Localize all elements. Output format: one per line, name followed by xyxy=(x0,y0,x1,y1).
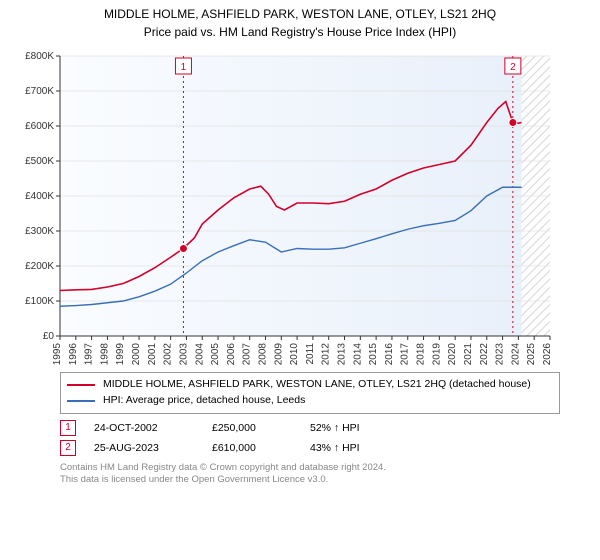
svg-text:£400K: £400K xyxy=(25,191,54,202)
sale-hpi: 43% ↑ HPI xyxy=(310,442,360,454)
svg-text:2009: 2009 xyxy=(273,343,284,366)
svg-text:2000: 2000 xyxy=(131,343,142,366)
svg-text:2023: 2023 xyxy=(495,343,506,366)
svg-text:2005: 2005 xyxy=(210,343,221,366)
sale-badge: 2 xyxy=(60,440,76,456)
svg-text:2002: 2002 xyxy=(163,343,174,366)
sale-date: 25-AUG-2023 xyxy=(94,442,194,454)
svg-text:£100K: £100K xyxy=(25,296,54,307)
svg-text:2026: 2026 xyxy=(542,343,553,366)
svg-text:1998: 1998 xyxy=(99,343,110,366)
sale-row: 2 25-AUG-2023 £610,000 43% ↑ HPI xyxy=(60,440,560,456)
svg-text:2018: 2018 xyxy=(416,343,427,366)
svg-text:1999: 1999 xyxy=(115,343,126,366)
svg-text:2004: 2004 xyxy=(194,343,205,366)
svg-text:2021: 2021 xyxy=(463,343,474,366)
chart-container: MIDDLE HOLME, ASHFIELD PARK, WESTON LANE… xyxy=(0,0,600,487)
svg-text:£700K: £700K xyxy=(25,86,54,97)
svg-text:2025: 2025 xyxy=(526,343,537,366)
svg-text:£0: £0 xyxy=(43,331,55,342)
title-line2: Price paid vs. HM Land Registry's House … xyxy=(10,24,590,40)
svg-text:£300K: £300K xyxy=(25,226,54,237)
svg-text:1997: 1997 xyxy=(84,343,95,366)
svg-text:2016: 2016 xyxy=(384,343,395,366)
svg-text:2010: 2010 xyxy=(289,343,300,366)
legend-row: HPI: Average price, detached house, Leed… xyxy=(67,393,553,409)
attribution: Contains HM Land Registry data © Crown c… xyxy=(60,462,590,487)
footer-line2: This data is licensed under the Open Gov… xyxy=(60,474,590,486)
svg-text:2: 2 xyxy=(510,62,516,73)
svg-text:£200K: £200K xyxy=(25,261,54,272)
svg-text:2008: 2008 xyxy=(257,343,268,366)
svg-text:£600K: £600K xyxy=(25,121,54,132)
legend-swatch xyxy=(67,384,95,386)
svg-text:2001: 2001 xyxy=(147,343,158,366)
footer-line1: Contains HM Land Registry data © Crown c… xyxy=(60,462,590,474)
legend-label: MIDDLE HOLME, ASHFIELD PARK, WESTON LANE… xyxy=(103,377,531,393)
svg-text:2013: 2013 xyxy=(337,343,348,366)
sale-badge: 1 xyxy=(60,420,76,436)
svg-text:2003: 2003 xyxy=(178,343,189,366)
legend: MIDDLE HOLME, ASHFIELD PARK, WESTON LANE… xyxy=(60,372,560,414)
svg-text:£800K: £800K xyxy=(25,51,54,62)
svg-text:1996: 1996 xyxy=(68,343,79,366)
sale-hpi: 52% ↑ HPI xyxy=(310,422,360,434)
legend-row: MIDDLE HOLME, ASHFIELD PARK, WESTON LANE… xyxy=(67,377,553,393)
svg-text:2007: 2007 xyxy=(242,343,253,366)
svg-text:2012: 2012 xyxy=(321,343,332,366)
price-chart: £0 £100K £200K £300K £400K £500K £600K £700K £80… xyxy=(10,46,570,366)
svg-text:2019: 2019 xyxy=(431,343,442,366)
sale-price: £610,000 xyxy=(212,442,292,454)
svg-text:2015: 2015 xyxy=(368,343,379,366)
svg-text:2006: 2006 xyxy=(226,343,237,366)
sale-date: 24-OCT-2002 xyxy=(94,422,194,434)
svg-text:1: 1 xyxy=(181,62,187,73)
svg-text:2017: 2017 xyxy=(400,343,411,366)
svg-text:2024: 2024 xyxy=(510,343,521,366)
svg-text:2014: 2014 xyxy=(352,343,363,366)
legend-label: HPI: Average price, detached house, Leed… xyxy=(103,393,305,409)
title-line1: MIDDLE HOLME, ASHFIELD PARK, WESTON LANE… xyxy=(10,6,590,22)
svg-text:2020: 2020 xyxy=(447,343,458,366)
sale-price: £250,000 xyxy=(212,422,292,434)
sales-list: 1 24-OCT-2002 £250,000 52% ↑ HPI 2 25-AUG-202… xyxy=(60,420,560,456)
legend-swatch xyxy=(67,400,95,402)
svg-text:£500K: £500K xyxy=(25,156,54,167)
chart-title: MIDDLE HOLME, ASHFIELD PARK, WESTON LANE… xyxy=(10,6,590,40)
svg-text:1995: 1995 xyxy=(52,343,63,366)
sale-row: 1 24-OCT-2002 £250,000 52% ↑ HPI xyxy=(60,420,560,436)
svg-text:2022: 2022 xyxy=(479,343,490,366)
svg-text:2011: 2011 xyxy=(305,343,316,365)
